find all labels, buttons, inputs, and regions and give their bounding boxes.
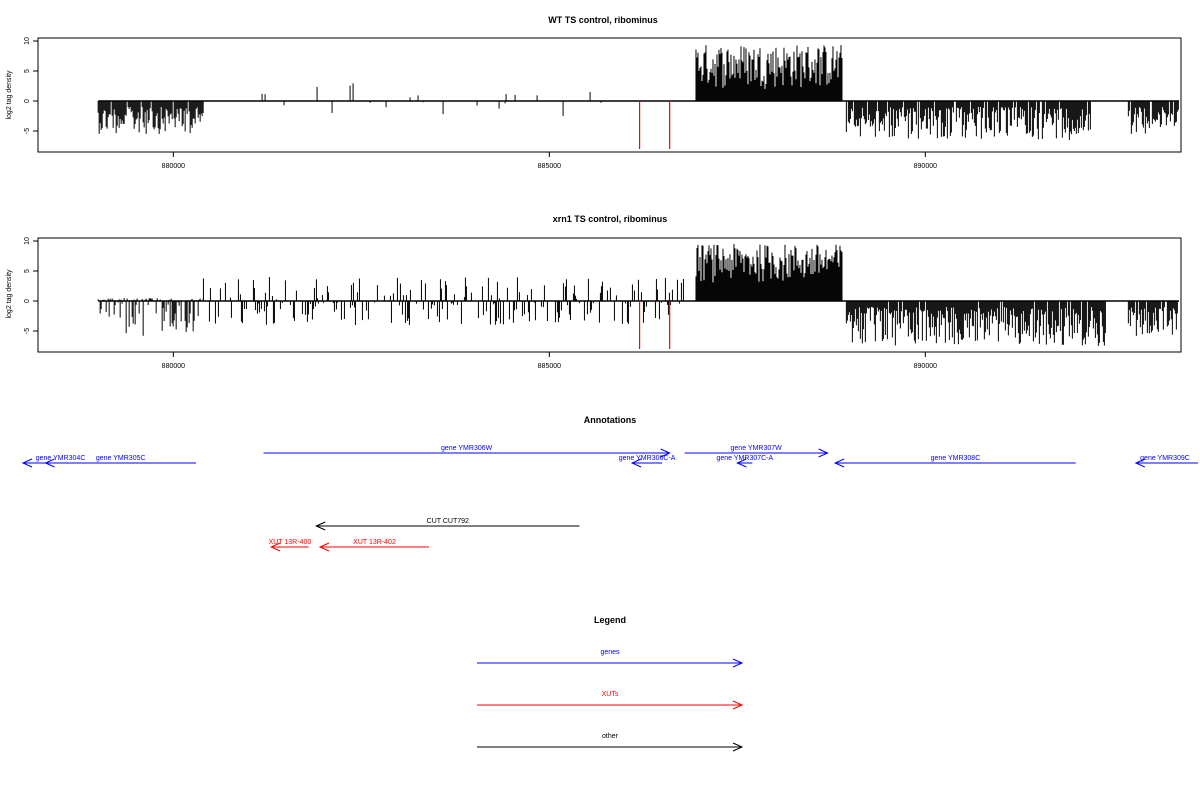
annotation-label: gene YMR306C-A (619, 455, 676, 462)
y-tick-label: -5 (24, 328, 31, 334)
y-tick-label: 5 (24, 69, 31, 73)
legend-label: other (602, 733, 619, 740)
x-tick-label: 880000 (162, 363, 185, 370)
y-tick-label: 0 (24, 299, 31, 303)
y-tick-label: 5 (24, 269, 31, 273)
annotation-label: XUT 13R-400 (269, 539, 312, 546)
arrow-head (44, 458, 55, 468)
panel-title: WT TS control, ribominus (548, 15, 658, 25)
legend-arrow-head (732, 742, 744, 752)
y-tick-label: -5 (24, 128, 31, 134)
y-axis-label: log2 tag density (6, 70, 13, 120)
legend: genes XUTs other (477, 649, 744, 752)
arrow-head (21, 458, 33, 468)
y-tick-label: 10 (24, 237, 31, 245)
plot-frame (37, 37, 1182, 153)
arrow-head (314, 521, 326, 531)
annotation-label: gene YMR309C (1140, 455, 1190, 462)
panel-wt: WT TS control, ribominus log2 tag densit… (6, 15, 1182, 170)
arrow-head (630, 458, 642, 468)
legend-arrow-head (732, 700, 744, 710)
arrow-head (1134, 458, 1146, 468)
x-tick-label: 880000 (162, 163, 185, 170)
arrow-head (269, 542, 281, 552)
annotation-label: gene YMR307W (731, 445, 783, 452)
annotations-track: gene YMR306W gene YMR307W gene YMR304C gene… (21, 445, 1198, 552)
plot-area: -5 0 5 10 880000 885000 890000 (24, 37, 1179, 170)
arrow-head (833, 458, 845, 468)
x-tick-label: 885000 (538, 163, 561, 170)
annotation-label: CUT CUT792 (427, 518, 469, 525)
arrow-head (318, 542, 330, 552)
annotations-title: Annotations (584, 415, 637, 425)
x-tick-label: 890000 (914, 363, 937, 370)
y-tick-label: 10 (24, 37, 31, 45)
arrow-head (736, 458, 747, 468)
annotation-label: gene YMR308C (931, 455, 981, 462)
annotation-label: gene YMR305C (96, 455, 146, 462)
legend-title: Legend (594, 615, 626, 625)
plot-frame (37, 237, 1182, 353)
panel-xrn1: xrn1 TS control, ribominus log2 tag dens… (6, 214, 1182, 370)
y-axis-label: log2 tag density (6, 269, 13, 319)
x-tick-label: 885000 (538, 363, 561, 370)
annotation-label: gene YMR304C (36, 455, 86, 462)
legend-arrow-head (732, 658, 744, 668)
plot-area: -5 0 5 10 880000 885000 890000 (24, 237, 1179, 370)
arrow-head (818, 448, 829, 458)
panel-title: xrn1 TS control, ribominus (553, 214, 668, 224)
annotation-label: gene YMR307C-A (717, 455, 774, 462)
y-tick-label: 0 (24, 99, 31, 103)
annotation-label: gene YMR306W (441, 445, 493, 452)
x-tick-label: 890000 (914, 163, 937, 170)
annotation-label: XUT 13R-402 (353, 539, 396, 546)
legend-label: genes (600, 649, 620, 656)
legend-label: XUTs (602, 691, 619, 698)
arrow-head (660, 448, 671, 458)
